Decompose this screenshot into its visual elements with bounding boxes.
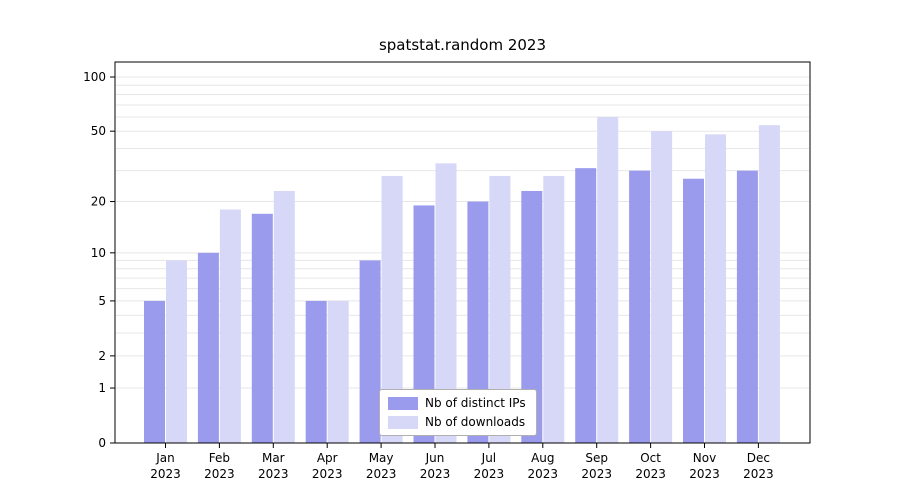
- y-tick-label: 5: [98, 294, 106, 308]
- bar-downloads: [651, 131, 673, 443]
- bar-distinct-ips: [683, 178, 704, 443]
- bar-downloads: [166, 260, 187, 443]
- bar-distinct-ips: [413, 205, 435, 443]
- bar-downloads: [219, 209, 241, 443]
- legend-label-distinct-ips: Nb of distinct IPs: [425, 396, 526, 410]
- x-tick-label-year: 2023: [581, 467, 612, 481]
- legend-label-downloads: Nb of downloads: [425, 415, 526, 429]
- downloads-swatch: [388, 415, 418, 429]
- bar-downloads: [758, 125, 780, 444]
- legend-item-downloads: Nb of downloads: [388, 415, 526, 429]
- bar-distinct-ips: [736, 170, 758, 443]
- x-tick-label-year: 2023: [743, 467, 774, 481]
- x-tick-label-year: 2023: [474, 467, 505, 481]
- chart-title: spatstat.random 2023: [378, 36, 547, 54]
- x-tick-label-year: 2023: [420, 467, 451, 481]
- x-tick-label-year: 2023: [689, 467, 720, 481]
- x-tick-label-month: Jan: [155, 451, 175, 465]
- bar-downloads: [597, 116, 619, 443]
- bar-downloads: [273, 190, 295, 443]
- x-tick-label-month: Mar: [262, 451, 285, 465]
- legend-item-distinct-ips: Nb of distinct IPs: [388, 396, 526, 410]
- x-tick-label-year: 2023: [258, 467, 289, 481]
- x-tick-label-month: Jul: [481, 451, 496, 465]
- x-tick-label-month: Sep: [585, 451, 608, 465]
- x-tick-label-month: May: [369, 451, 394, 465]
- x-tick-label-year: 2023: [312, 467, 343, 481]
- x-tick-label-month: Oct: [640, 451, 661, 465]
- bar-downloads: [435, 163, 457, 443]
- y-tick-label: 100: [83, 70, 106, 84]
- y-tick-label: 10: [91, 246, 106, 260]
- bar-distinct-ips: [144, 300, 165, 443]
- y-tick-label: 2: [98, 349, 106, 363]
- bar-downloads: [381, 175, 403, 443]
- bar-downloads: [489, 175, 511, 443]
- x-tick-label-month: Dec: [747, 451, 770, 465]
- x-tick-label-month: Nov: [693, 451, 716, 465]
- x-tick-label-month: Jun: [425, 451, 445, 465]
- x-tick-label-year: 2023: [635, 467, 666, 481]
- distinct-ips-swatch: [388, 396, 418, 410]
- y-tick-label: 50: [91, 124, 106, 138]
- x-tick-label-month: Feb: [209, 451, 230, 465]
- bar-distinct-ips: [521, 190, 543, 443]
- x-tick-label-year: 2023: [204, 467, 235, 481]
- bar-distinct-ips: [251, 213, 273, 443]
- bar-distinct-ips: [359, 260, 381, 443]
- x-tick-label-year: 2023: [528, 467, 559, 481]
- y-tick-label: 20: [91, 195, 106, 209]
- bar-distinct-ips: [197, 252, 219, 443]
- x-tick-label-month: Aug: [531, 451, 554, 465]
- bar-distinct-ips: [629, 170, 651, 443]
- bar-distinct-ips: [575, 168, 597, 443]
- legend: Nb of distinct IPs Nb of downloads: [379, 389, 537, 436]
- x-tick-label-month: Apr: [317, 451, 338, 465]
- bar-distinct-ips: [467, 201, 489, 443]
- y-tick-label: 0: [98, 436, 106, 450]
- y-tick-label: 1: [98, 381, 106, 395]
- bar-downloads: [327, 300, 349, 443]
- x-tick-label-year: 2023: [366, 467, 397, 481]
- bar-downloads: [705, 134, 726, 443]
- bar-downloads: [543, 175, 565, 443]
- x-tick-label-year: 2023: [150, 467, 181, 481]
- bar-distinct-ips: [305, 300, 327, 443]
